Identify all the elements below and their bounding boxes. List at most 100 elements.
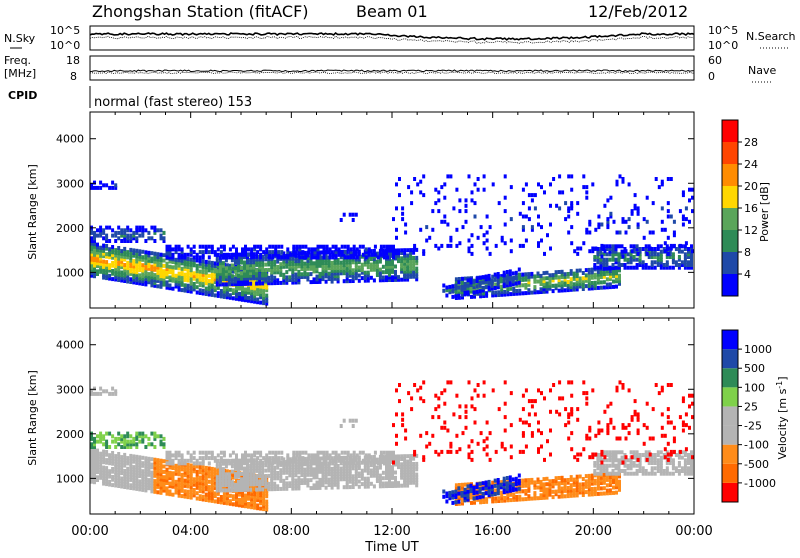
power-cell xyxy=(515,282,518,286)
velocity-cell xyxy=(126,456,129,460)
power-cell xyxy=(282,273,285,277)
power-cell xyxy=(549,204,552,208)
velocity-cell xyxy=(301,461,304,465)
velocity-cell xyxy=(561,487,564,491)
power-cell xyxy=(473,290,476,294)
nsky-tick-top: 10^5 xyxy=(50,24,80,37)
velocity-cell xyxy=(237,480,240,484)
power-cell xyxy=(356,247,359,251)
power-cell xyxy=(169,284,172,288)
power-cell xyxy=(111,261,114,265)
velocity-cell xyxy=(415,462,418,466)
velocity-cell xyxy=(274,451,277,455)
power-cell xyxy=(108,263,111,267)
velocity-cell xyxy=(232,494,235,498)
velocity-cell xyxy=(261,487,264,491)
velocity-cell xyxy=(465,426,468,430)
power-cell xyxy=(102,183,105,187)
power-cell xyxy=(300,272,303,276)
power-cell xyxy=(667,209,670,213)
velocity-cell xyxy=(96,440,99,444)
power-cell xyxy=(442,284,445,288)
velocity-cell xyxy=(108,445,111,449)
power-cell xyxy=(552,273,555,277)
power-cell xyxy=(144,250,147,254)
power-cell xyxy=(193,282,196,286)
power-cell xyxy=(202,245,205,249)
velocity-cell xyxy=(120,477,123,481)
power-cell xyxy=(392,245,395,249)
velocity-cell xyxy=(205,466,208,470)
power-cell xyxy=(380,253,383,257)
power-cell xyxy=(612,263,615,267)
power-cell xyxy=(247,247,250,251)
power-cell xyxy=(220,289,223,293)
power-cell xyxy=(244,245,247,249)
velocity-cell xyxy=(521,479,524,483)
velocity-cell xyxy=(385,481,388,485)
power-cell xyxy=(190,258,193,262)
velocity-cell xyxy=(527,478,530,482)
power-cell xyxy=(555,270,558,274)
velocity-cell xyxy=(111,467,114,471)
power-cell xyxy=(394,265,397,269)
velocity-cell xyxy=(356,461,359,465)
velocity-cell xyxy=(422,455,425,459)
power-cell xyxy=(434,188,437,192)
power-cell xyxy=(537,182,540,186)
velocity-cell xyxy=(471,396,474,400)
velocity-cell xyxy=(465,410,468,414)
velocity-cell xyxy=(422,380,425,384)
power-cell xyxy=(570,269,573,273)
velocity-cell xyxy=(280,461,283,465)
power-cell xyxy=(410,201,413,205)
velocity-cell xyxy=(138,432,141,436)
power-cell xyxy=(471,198,474,202)
power-cell xyxy=(501,236,504,240)
power-cell xyxy=(264,268,267,272)
power-cell xyxy=(216,269,219,273)
power-cell xyxy=(634,193,637,197)
power-cell xyxy=(485,291,488,295)
power-cell xyxy=(280,255,283,259)
power-cell xyxy=(474,182,477,186)
freq-panel xyxy=(90,56,694,80)
power-cell xyxy=(498,201,501,205)
velocity-cell xyxy=(114,437,117,441)
velocity-cell xyxy=(117,437,120,441)
velocity-cell xyxy=(389,451,392,455)
power-cell xyxy=(211,261,214,265)
velocity-cell xyxy=(600,486,603,490)
power-cell xyxy=(552,289,555,293)
power-cell xyxy=(259,245,262,249)
power-cell xyxy=(401,212,404,216)
velocity-cell xyxy=(627,472,630,476)
power-colorbar-tick-label: 8 xyxy=(744,246,751,259)
power-cell xyxy=(332,245,335,249)
power-cell xyxy=(129,234,132,238)
power-cell xyxy=(120,239,123,243)
power-cell xyxy=(329,253,332,257)
velocity-cell xyxy=(431,434,434,438)
velocity-cell xyxy=(123,434,126,438)
velocity-cell xyxy=(234,472,237,476)
power-cell xyxy=(482,286,485,290)
velocity-cell xyxy=(633,472,636,476)
velocity-cell xyxy=(663,469,666,473)
velocity-cell xyxy=(618,480,621,484)
power-cell xyxy=(440,244,443,248)
power-cell xyxy=(446,244,449,248)
velocity-cell xyxy=(608,450,611,454)
velocity-cell xyxy=(498,407,501,411)
power-cell xyxy=(99,181,102,185)
power-cell xyxy=(169,265,172,269)
power-cell xyxy=(449,174,452,178)
power-cell xyxy=(667,201,670,205)
power-cell xyxy=(573,282,576,286)
velocity-cell xyxy=(455,394,458,398)
velocity-cell xyxy=(184,479,187,483)
power-cell xyxy=(636,258,639,262)
power-cell xyxy=(129,248,132,252)
velocity-cell xyxy=(636,450,639,454)
power-cell xyxy=(468,174,471,178)
